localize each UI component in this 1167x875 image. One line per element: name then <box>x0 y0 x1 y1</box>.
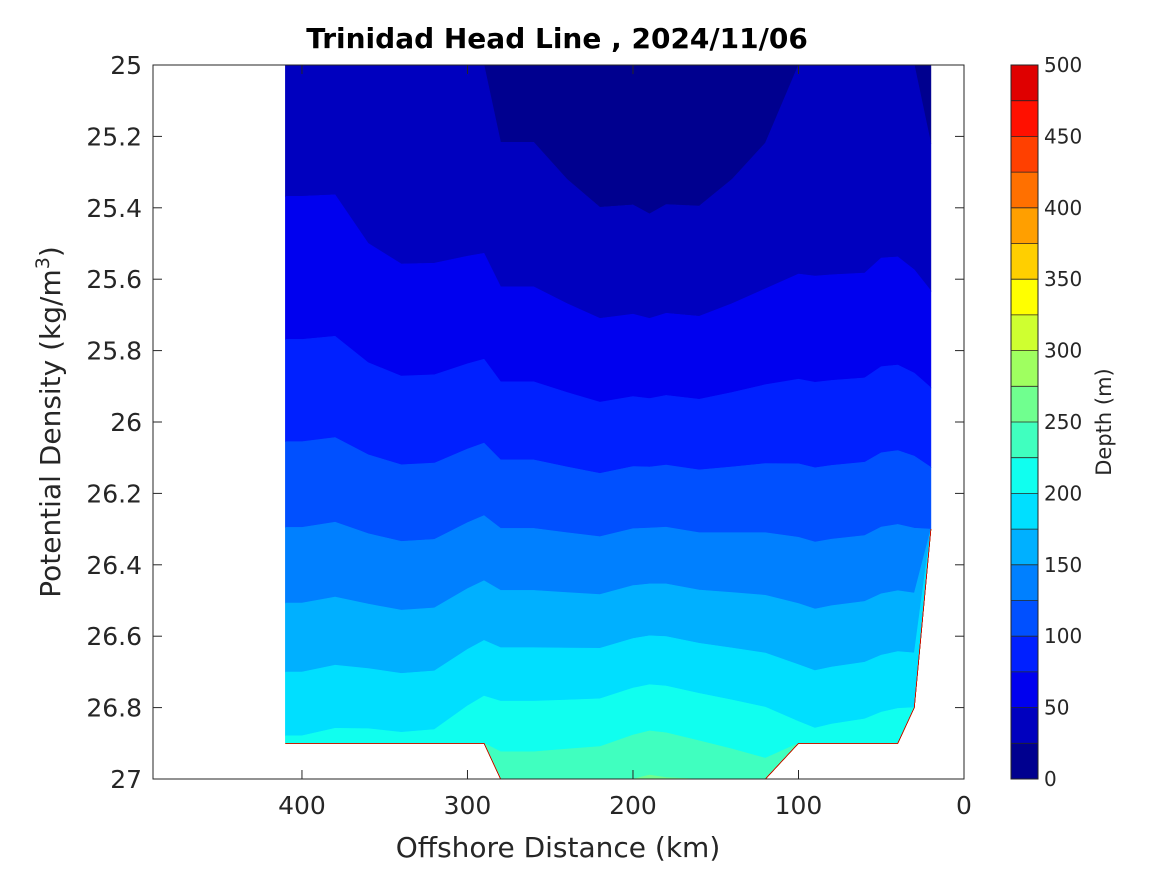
colorbar-frame <box>1010 64 1039 780</box>
colorbar-segment <box>1011 493 1038 530</box>
y-tick-label: 25 <box>110 51 142 80</box>
colorbar-tick-label: 500 <box>1044 53 1082 77</box>
y-tick-label: 26.4 <box>86 551 142 580</box>
colorbar-tick-label: 350 <box>1044 267 1082 291</box>
colorbar-tick-label: 0 <box>1044 767 1057 791</box>
colorbar-tick-label: 250 <box>1044 410 1082 434</box>
chart-title: Trinidad Head Line , 2024/11/06 <box>306 22 808 55</box>
colorbar-tick-label: 300 <box>1044 339 1082 363</box>
colorbar-segment <box>1011 386 1038 423</box>
y-tick-label: 26.8 <box>86 694 142 723</box>
colorbar-segment <box>1011 457 1038 494</box>
colorbar-segment <box>1011 600 1038 637</box>
colorbar-tick-label: 150 <box>1044 553 1082 577</box>
colorbar-segment <box>1011 314 1038 352</box>
colorbar-segment <box>1011 564 1038 601</box>
x-tick-label: 300 <box>444 791 492 820</box>
colorbar-segment <box>1011 136 1038 173</box>
contour-band-500-undefined <box>285 529 932 779</box>
contour-bands <box>285 65 932 779</box>
y-axis-label-close: ) <box>34 246 67 257</box>
y-axis: 25 25.2 25.4 25.6 25.8 26 26.2 26.4 26.6 26.8 27 <box>86 51 964 794</box>
x-tick-label: 0 <box>956 791 972 820</box>
y-axis-label: Potential Density (kg/m3) <box>32 246 67 598</box>
y-tick-label: 25.2 <box>86 122 142 151</box>
colorbar-segment <box>1011 422 1038 459</box>
colorbar: 0 50 100 150 200 250 300 350 400 450 500 <box>1010 53 1082 791</box>
colorbar-segment <box>1011 529 1038 566</box>
colorbar-tick-label: 100 <box>1044 624 1082 648</box>
x-axis: 400 300 200 100 0 <box>278 65 972 820</box>
colorbar-segment <box>1011 707 1038 744</box>
colorbar-segment <box>1011 671 1038 709</box>
colorbar-segment <box>1011 172 1038 209</box>
colorbar-tick-label: 200 <box>1044 481 1082 505</box>
colorbar-segment <box>1011 207 1038 244</box>
colorbar-tick-label: 450 <box>1044 124 1082 148</box>
colorbar-segment <box>1011 743 1038 780</box>
x-axis-label: Offshore Distance (km) <box>396 831 721 864</box>
colorbar-tick-label: 50 <box>1044 696 1069 720</box>
colorbar-label: Depth (m) <box>1092 368 1116 475</box>
y-tick-label: 25.8 <box>86 337 142 366</box>
y-axis-label-text: Potential Density (kg/m <box>34 269 67 598</box>
colorbar-segment <box>1011 100 1038 137</box>
y-tick-label: 25.4 <box>86 194 142 223</box>
y-tick-label: 25.6 <box>86 265 142 294</box>
colorbar-tick-label: 400 <box>1044 196 1082 220</box>
colorbar-segment <box>1011 243 1038 280</box>
y-tick-label: 26.2 <box>86 479 142 508</box>
x-tick-label: 400 <box>278 791 326 820</box>
colorbar-segment <box>1011 636 1038 673</box>
y-tick-label: 26 <box>110 408 142 437</box>
y-axis-label-superscript: 3 <box>32 257 54 269</box>
colorbar-segment <box>1011 350 1038 387</box>
y-tick-label: 26.6 <box>86 622 142 651</box>
x-tick-label: 100 <box>775 791 823 820</box>
y-tick-label: 27 <box>110 765 142 794</box>
colorbar-segment <box>1011 279 1038 316</box>
colorbar-segment <box>1011 65 1038 102</box>
x-tick-label: 200 <box>609 791 657 820</box>
